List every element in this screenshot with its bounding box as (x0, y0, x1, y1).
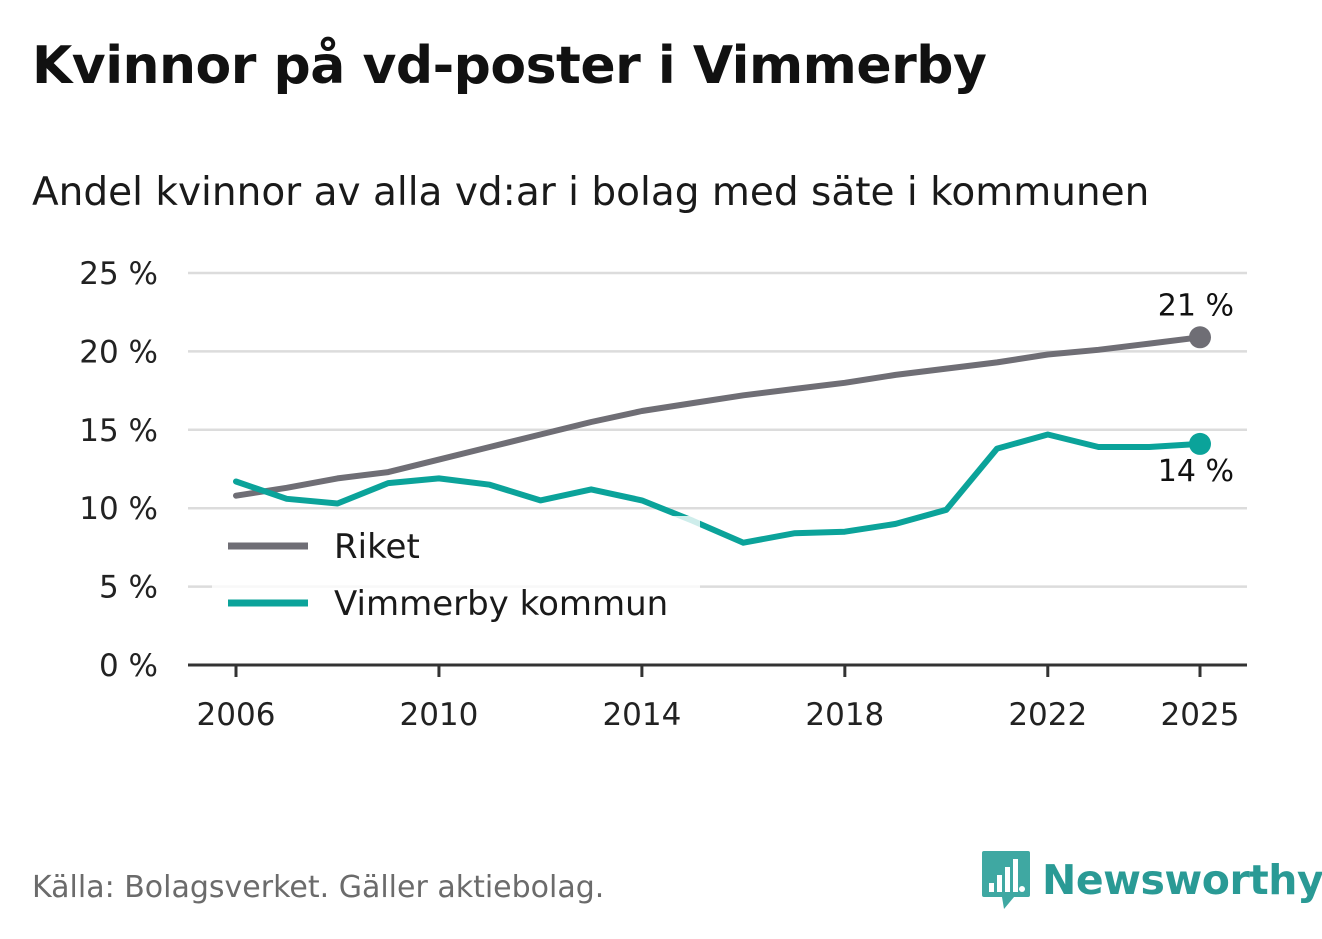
chart-subtitle: Andel kvinnor av alla vd:ar i bolag med … (32, 170, 1150, 215)
series-line-riket (233, 334, 1203, 499)
series-lines (233, 334, 1203, 546)
y-tick-label: 5 % (99, 570, 158, 606)
y-tick-label: 25 % (79, 256, 158, 292)
source-note: Källa: Bolagsverket. Gäller aktiebolag. (32, 870, 605, 905)
end-labels: 21 % 14 % (1158, 288, 1234, 489)
brand-logo[interactable]: Newsworthy (980, 848, 1322, 912)
x-tick-label: 2022 (1008, 697, 1087, 733)
end-value-label: 21 % (1158, 288, 1234, 323)
y-tick-label: 0 % (99, 648, 158, 684)
end-point-marker (1189, 326, 1211, 349)
x-axis-ticks: 2006 2010 2014 2018 2022 2025 (197, 665, 1240, 733)
y-tick-label: 15 % (79, 413, 158, 449)
x-tick-label: 2014 (602, 697, 681, 733)
series-line-vimmerby (233, 431, 1203, 546)
newsworthy-logo-icon (982, 851, 1030, 909)
y-axis-tick-labels: 0 % 5 % 10 % 15 % 20 % 25 % (79, 256, 158, 684)
end-point-marker (1189, 432, 1211, 455)
legend-background (212, 516, 700, 638)
x-tick-label: 2018 (805, 697, 884, 733)
x-tick-label: 2025 (1161, 697, 1240, 733)
chart-title: Kvinnor på vd-poster i Vimmerby (32, 36, 987, 96)
legend-label: Riket (334, 527, 420, 567)
y-tick-label: 20 % (79, 334, 158, 370)
x-tick-label: 2010 (399, 697, 478, 733)
end-value-label: 14 % (1158, 454, 1234, 489)
line-chart: 0 %5 %10 %15 %20 %25 % 2006 2010 2014 2018 2… (79, 256, 1247, 733)
brand-name: Newsworthy (1042, 856, 1322, 904)
legend-label: Vimmerby kommun (334, 584, 668, 624)
y-tick-label: 10 % (79, 491, 158, 527)
x-tick-label: 2006 (197, 697, 276, 733)
legend: Riket Vimmerby kommun (212, 516, 700, 638)
